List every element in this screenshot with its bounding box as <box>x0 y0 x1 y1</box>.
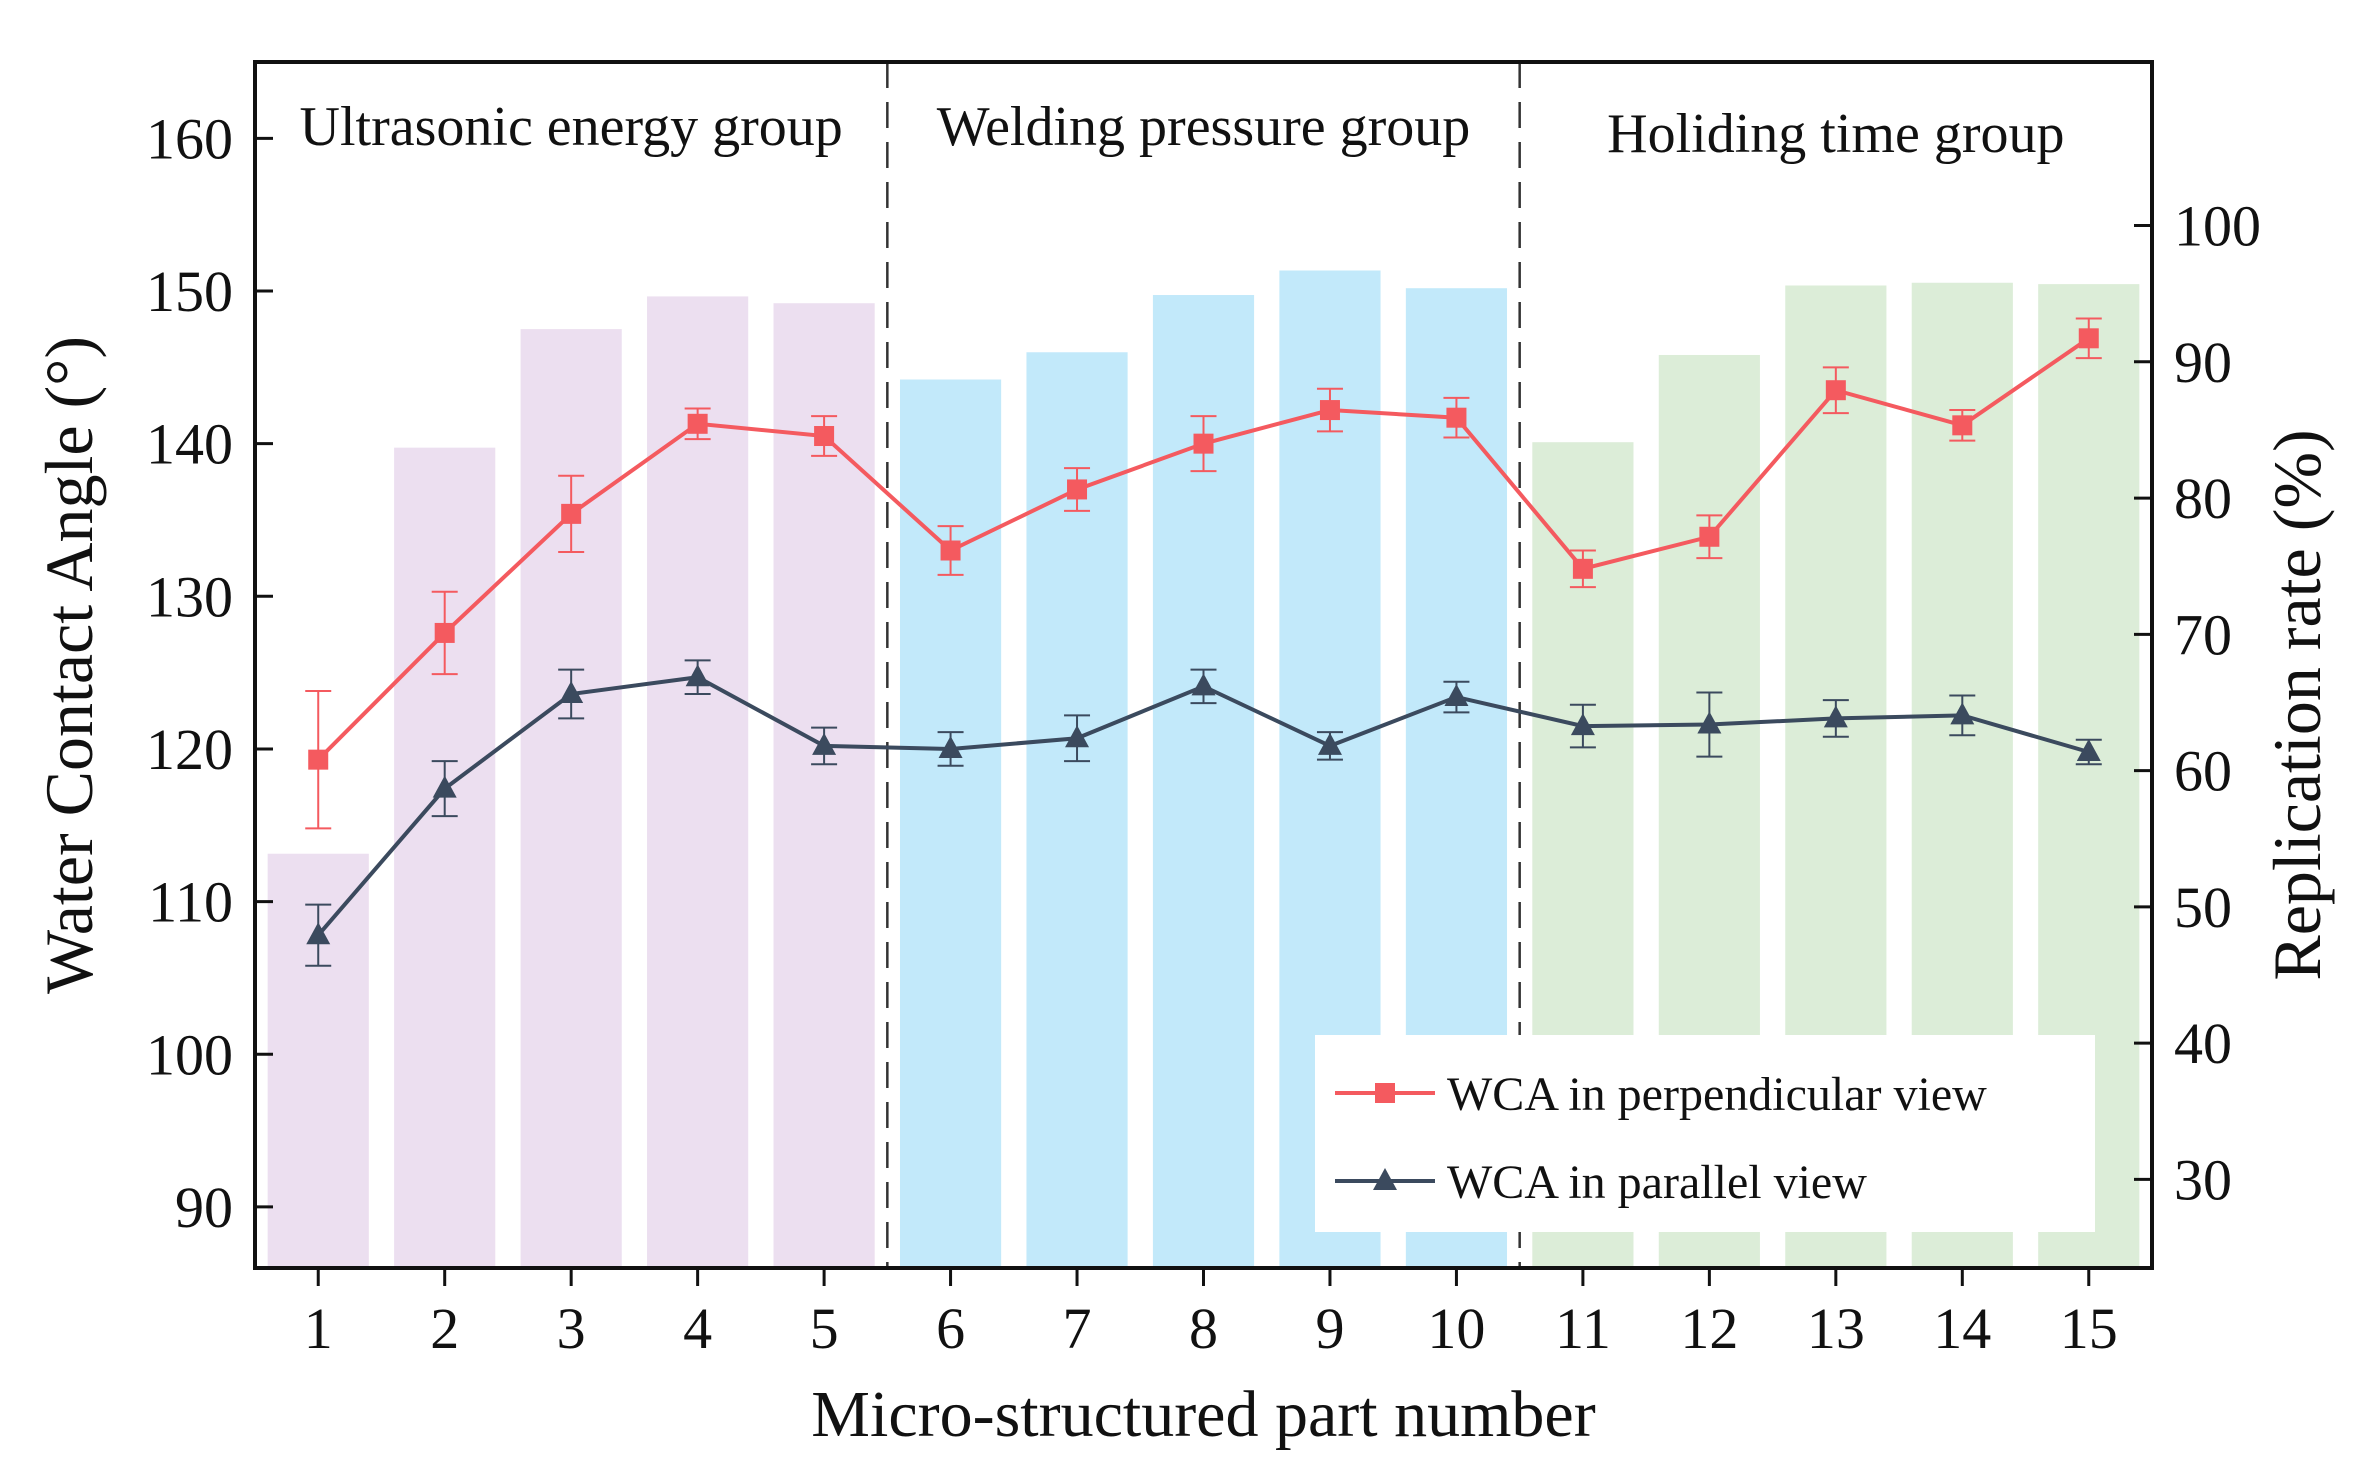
legend-marker-square <box>1375 1083 1395 1103</box>
y-tick-label: 100 <box>146 1022 233 1087</box>
y2-tick-label: 50 <box>2174 875 2232 940</box>
data-point-triangle <box>559 681 584 704</box>
data-point-square <box>940 540 961 561</box>
data-point-square <box>2078 328 2099 349</box>
y2-tick-label: 80 <box>2174 466 2232 531</box>
legend-marker-triangle <box>1373 1168 1397 1190</box>
group-label: Ultrasonic energy group <box>300 96 843 158</box>
group-label: Welding pressure group <box>937 96 1471 158</box>
data-point-square <box>687 413 708 434</box>
y2-tick-label: 100 <box>2174 194 2261 259</box>
data-point-square <box>1193 433 1214 454</box>
data-point-square <box>1699 526 1720 547</box>
x-tick-label: 6 <box>936 1296 965 1361</box>
x-axis-label: Micro-structured part number <box>811 1378 1595 1451</box>
legend: WCA in perpendicular view WCA in parallel… <box>1315 1035 2095 1232</box>
data-point-triangle <box>1697 711 1722 734</box>
data-point-square <box>814 426 835 447</box>
data-point-square <box>1446 407 1467 428</box>
data-point-triangle <box>685 664 710 687</box>
data-point-triangle <box>1950 702 1975 725</box>
data-point-square <box>1572 558 1593 579</box>
replication-bar <box>647 296 749 1268</box>
x-tick-label: 4 <box>683 1296 712 1361</box>
data-point-square <box>434 622 455 643</box>
y-tick-label: 130 <box>146 564 233 629</box>
data-point-triangle <box>1317 732 1342 755</box>
y-tick-label: 90 <box>175 1175 233 1240</box>
x-tick-label: 1 <box>304 1296 333 1361</box>
data-point-triangle <box>1823 705 1848 728</box>
x-tick-label: 11 <box>1555 1296 1611 1361</box>
y2-axis-label: Replication rate (%) <box>2259 429 2335 980</box>
y-tick-label: 110 <box>148 870 233 935</box>
group-label: Holiding time group <box>1607 103 2064 165</box>
y-tick-label: 160 <box>146 106 233 171</box>
replication-bar <box>899 379 1002 1269</box>
y2-tick-label: 40 <box>2174 1011 2232 1076</box>
replication-bar <box>520 329 622 1268</box>
y2-tick-label: 60 <box>2174 739 2232 804</box>
y2-tick-label: 30 <box>2174 1147 2232 1212</box>
y-tick-label: 140 <box>146 412 233 477</box>
data-point-triangle <box>432 775 457 798</box>
replication-bar <box>394 447 496 1268</box>
y2-tick-label: 70 <box>2174 602 2232 667</box>
x-tick-label: 14 <box>1933 1296 1991 1361</box>
x-tick-label: 8 <box>1189 1296 1218 1361</box>
legend-box <box>1315 1035 2095 1232</box>
x-tick-label: 5 <box>810 1296 839 1361</box>
x-tick-label: 3 <box>557 1296 586 1361</box>
data-point-triangle <box>1191 673 1216 696</box>
y-tick-label: 120 <box>146 717 233 782</box>
data-point-triangle <box>306 922 331 945</box>
data-point-square <box>561 503 582 524</box>
x-tick-label: 7 <box>1063 1296 1092 1361</box>
data-point-square <box>1067 479 1088 500</box>
data-point-triangle <box>812 732 837 755</box>
data-point-square <box>1952 415 1973 436</box>
data-point-triangle <box>938 735 963 758</box>
data-point-square <box>1825 380 1846 401</box>
x-tick-label: 10 <box>1427 1296 1485 1361</box>
x-tick-label: 13 <box>1807 1296 1865 1361</box>
data-point-triangle <box>1444 684 1469 707</box>
series-layer <box>305 317 2102 967</box>
y2-tick-label: 90 <box>2174 330 2232 395</box>
y-axis-label: Water Contact Angle (°) <box>31 336 107 994</box>
legend-entry: WCA in parallel view <box>1447 1156 1867 1209</box>
data-point-triangle <box>1065 725 1090 748</box>
x-tick-label: 12 <box>1680 1296 1738 1361</box>
data-point-triangle <box>1570 713 1595 736</box>
group-labels: Ultrasonic energy group Welding pressure … <box>300 96 2065 165</box>
x-tick-label: 15 <box>2060 1296 2118 1361</box>
data-point-triangle <box>2076 739 2101 762</box>
y-tick-label: 150 <box>146 259 233 324</box>
legend-entry: WCA in perpendicular view <box>1447 1068 1987 1121</box>
x-tick-label: 9 <box>1315 1296 1344 1361</box>
data-point-square <box>1319 400 1340 421</box>
axes: 9010011012013014015016030405060708090100… <box>146 106 2261 1361</box>
x-tick-label: 2 <box>430 1296 459 1361</box>
data-point-square <box>308 749 329 770</box>
